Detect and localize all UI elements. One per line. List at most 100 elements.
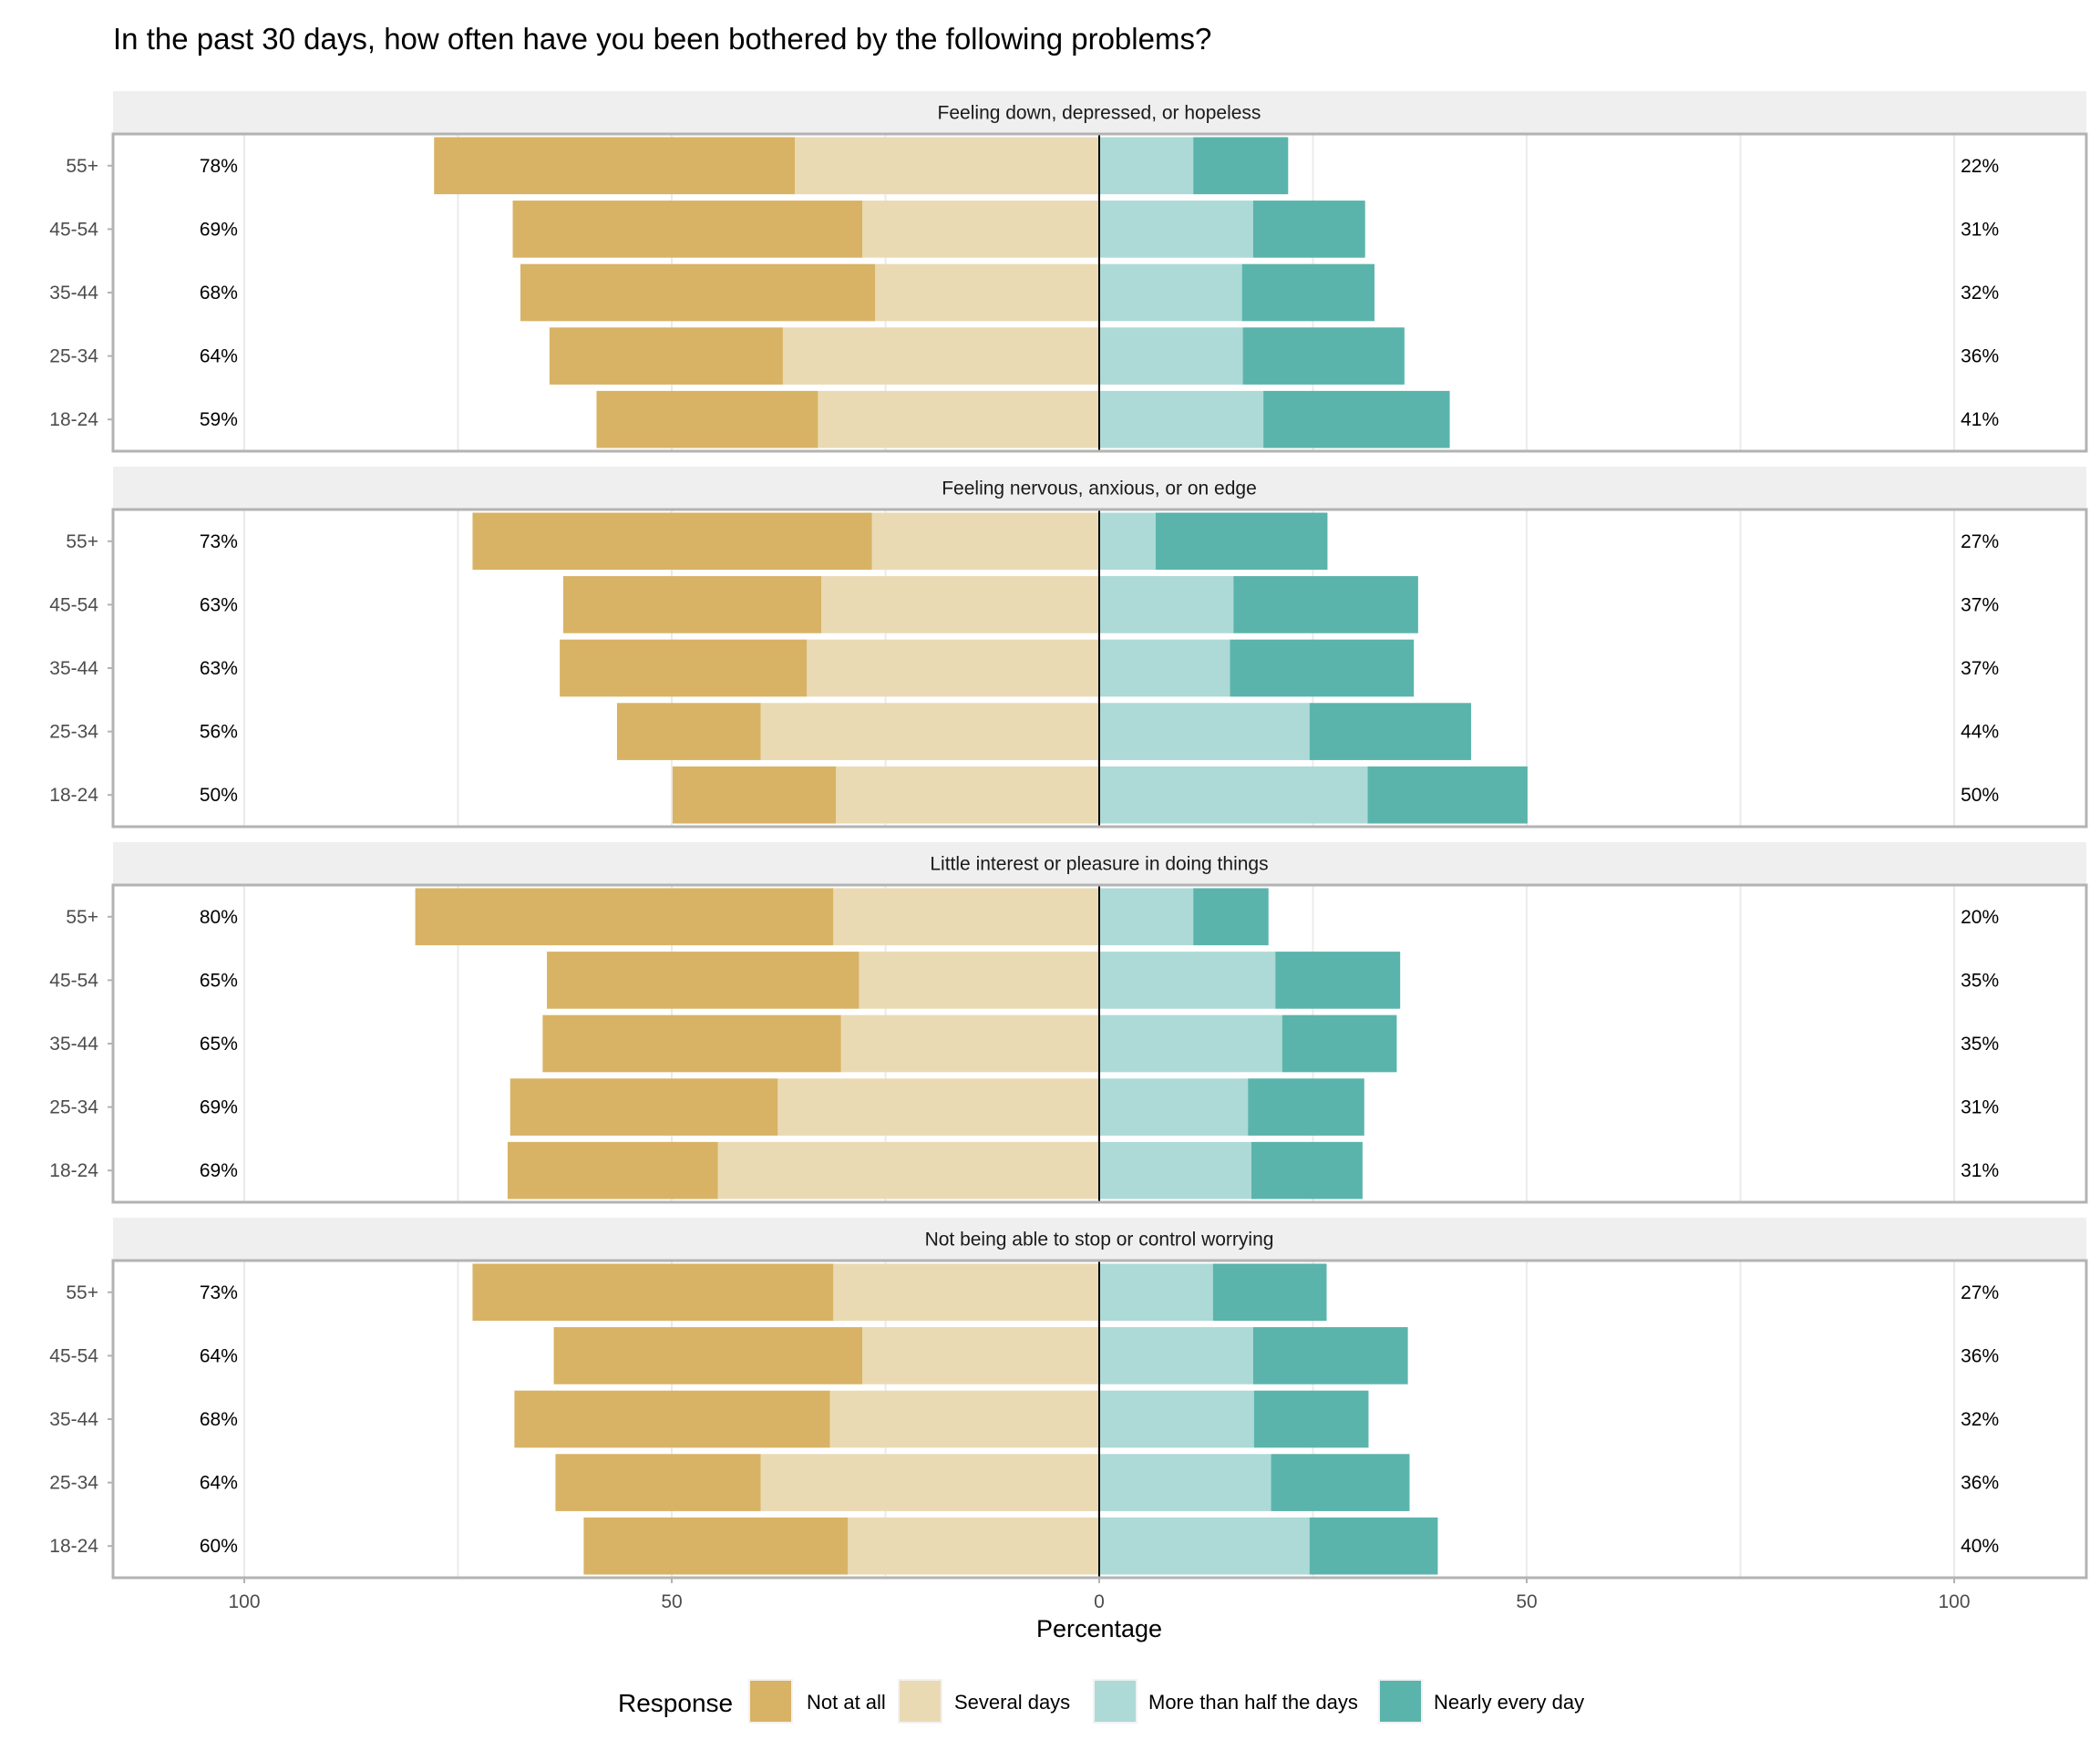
bar-segment-not-at-all (560, 639, 808, 697)
right-percent-label: 36% (1961, 1345, 1999, 1366)
y-tick-label: 45-54 (49, 594, 98, 615)
bar-segment-not-at-all (510, 1078, 778, 1136)
left-percent-label: 69% (200, 1160, 238, 1181)
bar-segment-nearly-every-day (1193, 888, 1269, 946)
bar-segment-several-days (717, 1141, 1099, 1199)
facet-strip (113, 467, 2086, 510)
bar-segment-several-days (840, 1014, 1099, 1073)
bar-segment-several-days (818, 390, 1099, 448)
bar-segment-several-days (859, 952, 1099, 1009)
y-tick-label: 18-24 (49, 1160, 98, 1181)
bar-segment-nearly-every-day (1248, 1078, 1364, 1136)
bar-segment-several-days (777, 1078, 1099, 1136)
bar-segment-nearly-every-day (1282, 1014, 1397, 1073)
facet-label: Feeling down, depressed, or hopeless (938, 103, 1261, 124)
right-percent-label: 35% (1961, 1034, 1999, 1055)
bar-segment-not-at-all (472, 512, 872, 571)
bar-segment-nearly-every-day (1230, 639, 1415, 697)
y-tick-label: 18-24 (49, 785, 98, 806)
bar-segment-several-days (829, 1390, 1099, 1448)
facet-panel: Feeling nervous, anxious, or on edge 55+ 7… (49, 467, 2088, 829)
bar-segment-not-at-all (549, 327, 783, 385)
right-percent-label: 50% (1961, 785, 1999, 806)
x-axis: 100 50 0 50 100 (228, 1578, 1971, 1612)
right-percent-label: 31% (1961, 219, 1999, 240)
bar-segment-not-at-all (583, 1517, 849, 1575)
bar-segment-more-than-half-the-days (1099, 1141, 1251, 1199)
bar-segment-not-at-all (555, 1454, 761, 1511)
bar-segment-more-than-half-the-days (1099, 327, 1243, 385)
bar-segment-not-at-all (596, 390, 818, 448)
bar-segment-nearly-every-day (1212, 1263, 1327, 1322)
x-axis-title: Percentage (1036, 1615, 1162, 1642)
bar-segment-not-at-all (616, 703, 761, 760)
legend-swatch (1380, 1681, 1421, 1722)
y-tick-label: 18-24 (49, 1536, 98, 1557)
y-tick-label: 45-54 (49, 970, 98, 991)
right-percent-label: 35% (1961, 970, 1999, 991)
bar-segment-more-than-half-the-days (1099, 1263, 1213, 1322)
y-tick-label: 25-34 (49, 1097, 98, 1118)
bar-segment-more-than-half-the-days (1099, 1390, 1254, 1448)
left-percent-label: 63% (200, 658, 238, 679)
bar-segment-not-at-all (520, 263, 876, 322)
bar-segment-nearly-every-day (1241, 263, 1375, 322)
bar-segment-not-at-all (553, 1327, 863, 1385)
bar-segment-more-than-half-the-days (1099, 952, 1276, 1009)
right-percent-label: 31% (1961, 1160, 1999, 1181)
x-tick-label: 100 (1938, 1591, 1970, 1612)
right-percent-label: 20% (1961, 907, 1999, 928)
legend-swatch (750, 1681, 791, 1722)
left-percent-label: 64% (200, 1473, 238, 1494)
y-tick-label: 25-34 (49, 346, 98, 367)
bar-segment-nearly-every-day (1263, 390, 1450, 448)
bar-segment-more-than-half-the-days (1099, 1517, 1310, 1575)
bar-segment-nearly-every-day (1155, 512, 1328, 571)
legend-label: Not at all (807, 1691, 886, 1714)
right-percent-label: 36% (1961, 1473, 1999, 1494)
facet-panels: Feeling down, depressed, or hopeless 55+ 7… (49, 91, 2088, 1580)
left-percent-label: 80% (200, 907, 238, 928)
bar-segment-more-than-half-the-days (1099, 201, 1253, 258)
bar-segment-several-days (875, 263, 1099, 322)
bar-segment-more-than-half-the-days (1099, 703, 1310, 760)
panel-border (111, 508, 2088, 829)
bar-segment-nearly-every-day (1271, 1454, 1410, 1511)
left-percent-label: 64% (200, 1345, 238, 1366)
bar-segment-more-than-half-the-days (1099, 1454, 1271, 1511)
facet-label: Feeling nervous, anxious, or on edge (942, 479, 1257, 499)
left-percent-label: 60% (200, 1536, 238, 1557)
right-percent-label: 22% (1961, 156, 1999, 177)
bar-segment-more-than-half-the-days (1099, 263, 1242, 322)
y-tick-label: 35-44 (49, 1034, 98, 1055)
facet-panel: Not being able to stop or control worryi… (49, 1218, 2088, 1580)
legend-label: Nearly every day (1434, 1691, 1584, 1714)
facet-strip (113, 842, 2086, 885)
bar-segment-nearly-every-day (1252, 1327, 1408, 1385)
bar-segment-not-at-all (507, 1141, 718, 1199)
x-tick-label: 0 (1094, 1591, 1105, 1612)
bar-segment-not-at-all (672, 766, 837, 824)
bar-segment-nearly-every-day (1193, 137, 1289, 195)
left-percent-label: 68% (200, 1409, 238, 1430)
bar-segment-several-days (833, 1263, 1099, 1322)
bar-segment-more-than-half-the-days (1099, 137, 1194, 195)
bar-segment-nearly-every-day (1275, 952, 1401, 1009)
y-tick-label: 45-54 (49, 219, 98, 240)
right-percent-label: 36% (1961, 346, 1999, 367)
left-percent-label: 78% (200, 156, 238, 177)
left-percent-label: 65% (200, 1034, 238, 1055)
legend-title: Response (618, 1689, 733, 1717)
bar-segment-several-days (848, 1517, 1099, 1575)
bar-segment-more-than-half-the-days (1099, 1327, 1253, 1385)
left-percent-label: 69% (200, 1097, 238, 1118)
panel-border (111, 883, 2088, 1204)
panel-border (111, 132, 2088, 453)
chart-title: In the past 30 days, how often have you … (113, 22, 1211, 56)
right-percent-label: 27% (1961, 531, 1999, 552)
y-tick-label: 18-24 (49, 409, 98, 430)
x-tick-label: 100 (228, 1591, 260, 1612)
bar-segment-more-than-half-the-days (1099, 512, 1156, 571)
bar-segment-nearly-every-day (1251, 1141, 1363, 1199)
